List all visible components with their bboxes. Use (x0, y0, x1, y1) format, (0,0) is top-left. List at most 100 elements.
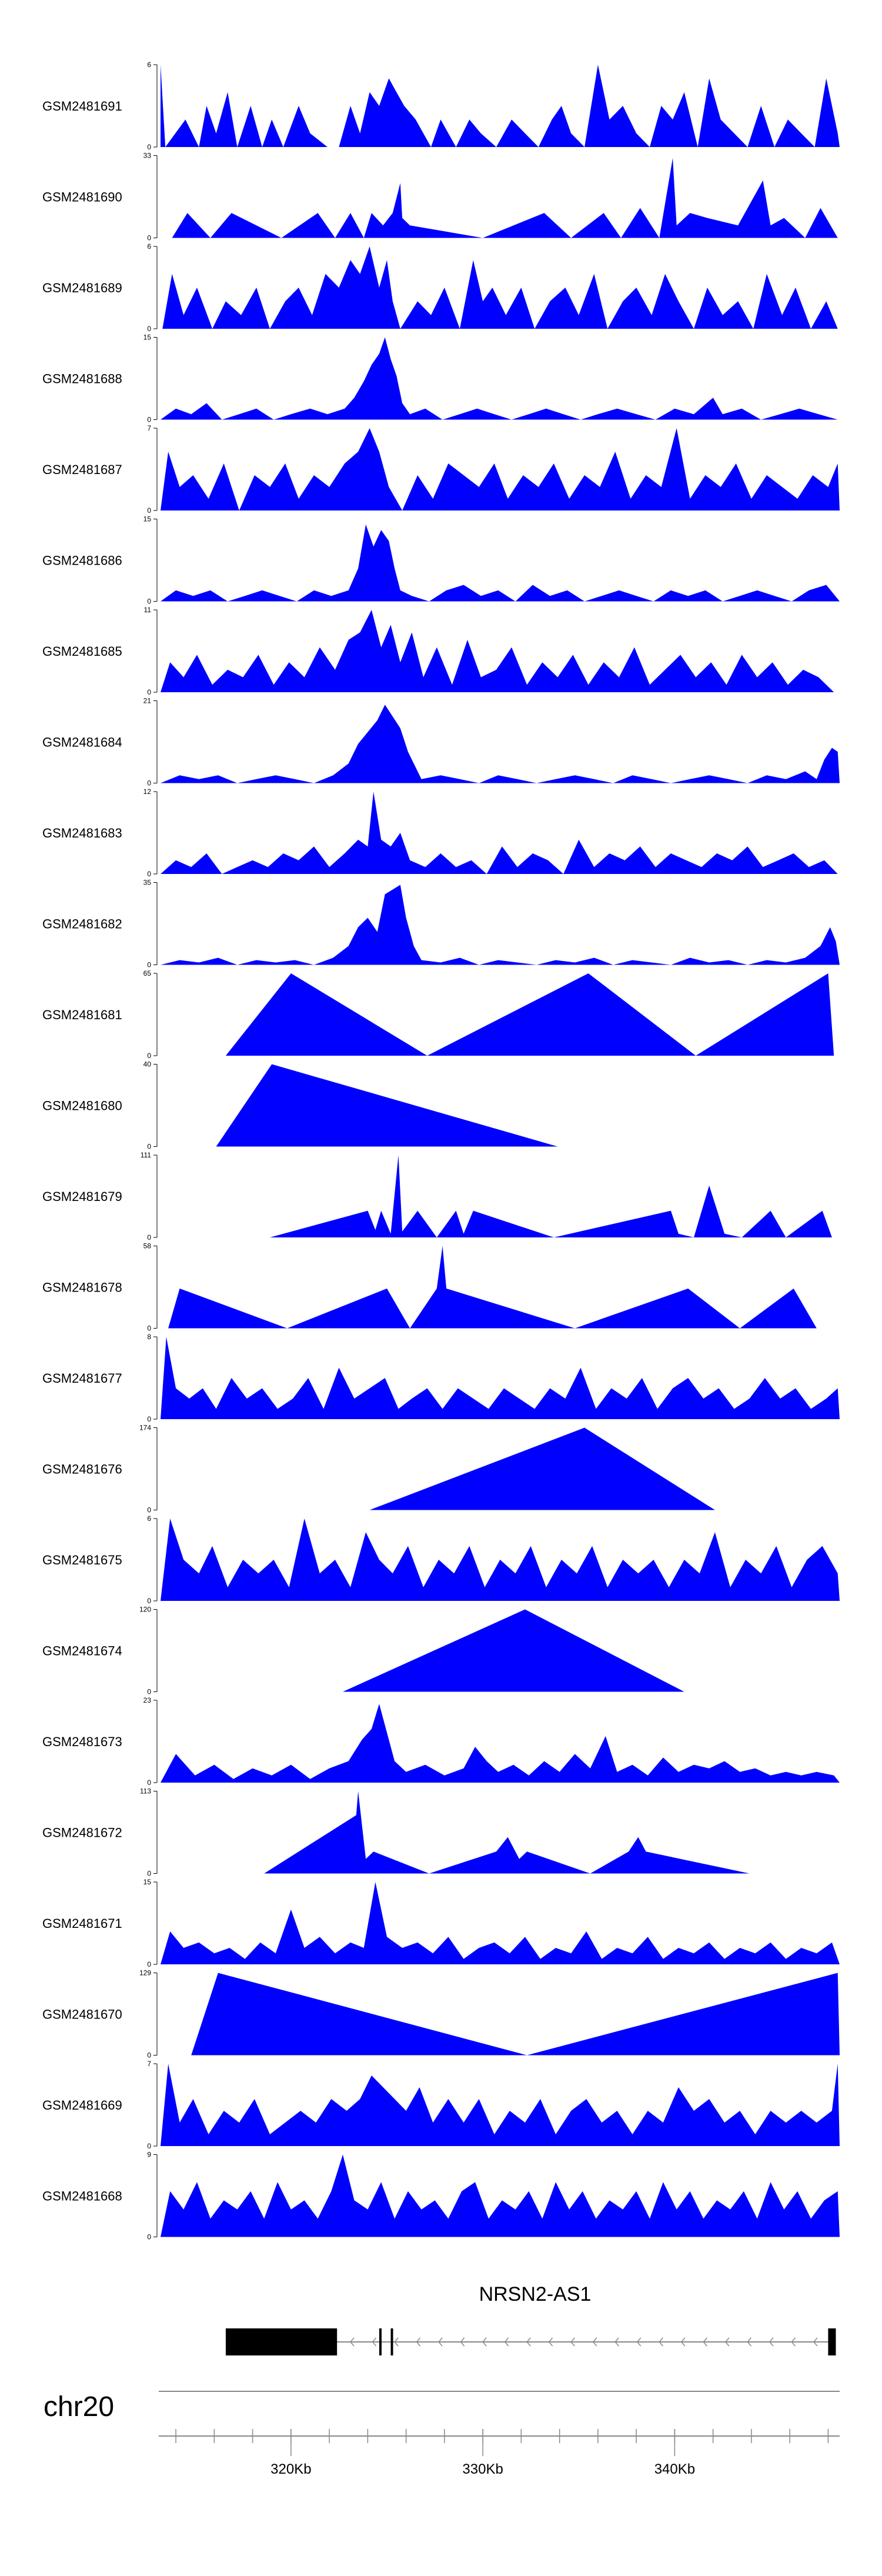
x-tick-label: 320Kb (270, 2461, 311, 2477)
track-label: GSM2481689 (42, 281, 122, 295)
track-label: GSM2481683 (42, 826, 122, 840)
coverage-area (216, 1064, 558, 1147)
track-label: GSM2481674 (42, 1644, 122, 1659)
track-label: GSM2481687 (42, 462, 122, 477)
y-tick-label-bottom: 0 (147, 416, 151, 424)
strand-arrow-icon (548, 2337, 553, 2347)
y-tick-label-bottom: 0 (147, 598, 151, 606)
y-tick-label-top: 40 (143, 1060, 152, 1069)
track-gsm2481678: GSM2481678 58 0 (42, 1242, 817, 1333)
track-label: GSM2481672 (42, 1826, 122, 1840)
track-gsm2481682: GSM2481682 35 0 (42, 879, 840, 969)
track-gsm2481671: GSM2481671 15 0 (42, 1878, 840, 1968)
coverage-area (343, 1609, 684, 1692)
y-tick-label-bottom: 0 (147, 2051, 151, 2060)
track-gsm2481668: GSM2481668 9 0 (42, 2151, 840, 2241)
track-gsm2481691: GSM2481691 6 0 (42, 61, 840, 151)
strand-arrow-icon (747, 2337, 751, 2347)
y-tick-label-bottom: 0 (147, 1233, 151, 1242)
track-gsm2481687: GSM2481687 7 0 (42, 424, 840, 515)
axis-ticks: 320Kb 330Kb 340Kb (175, 2429, 829, 2477)
gene-model (225, 2328, 836, 2355)
strand-arrow-icon (791, 2337, 796, 2347)
y-tick-label-bottom: 0 (147, 1960, 151, 1968)
y-tick-label-top: 65 (143, 969, 152, 977)
gene-name-label: NRSN2-AS1 (479, 2283, 592, 2305)
strand-arrow-icon (438, 2337, 443, 2347)
coverage-area (161, 1337, 840, 1419)
coverage-area (161, 2154, 840, 2237)
y-tick-label-bottom: 0 (147, 506, 151, 515)
strand-arrow-icon (659, 2337, 663, 2347)
y-tick-label-top: 21 (143, 697, 152, 705)
y-tick-label-bottom: 0 (147, 1052, 151, 1060)
y-tick-label-bottom: 0 (147, 1870, 151, 1878)
strand-arrow-icon (482, 2337, 487, 2347)
y-tick-label-top: 113 (140, 1787, 151, 1796)
y-tick-label-top: 23 (143, 1696, 152, 1704)
exon (225, 2328, 338, 2355)
coverage-area (172, 158, 838, 238)
y-tick-label-top: 15 (143, 515, 152, 523)
y-tick-label-bottom: 0 (147, 2142, 151, 2150)
strand-arrow-icon (636, 2337, 642, 2347)
strand-arrow-icon (350, 2337, 355, 2347)
track-label: GSM2481681 (42, 1007, 122, 1022)
strand-arrow-icon (372, 2337, 377, 2347)
track-gsm2481690: GSM2481690 33 0 (42, 152, 838, 242)
coverage-area (225, 973, 834, 1056)
coverage-area (161, 2064, 840, 2146)
track-label: GSM2481690 (42, 190, 122, 205)
track-gsm2481670: GSM2481670 129 0 (42, 1969, 840, 2060)
gene-annotation-track: NRSN2-AS1 (225, 2283, 836, 2355)
y-tick-label-top: 33 (143, 152, 152, 160)
strand-arrow-icon (570, 2337, 575, 2347)
y-tick-label-top: 6 (147, 242, 151, 251)
y-tick-label-top: 6 (147, 1514, 151, 1523)
y-tick-label-top: 12 (143, 788, 152, 796)
coverage-area (161, 792, 838, 874)
track-label: GSM2481688 (42, 372, 122, 386)
coverage-area (161, 885, 840, 965)
strand-arrow-icon (769, 2337, 774, 2347)
y-tick-label-top: 129 (139, 1969, 151, 1977)
strand-arrow-icon (614, 2337, 619, 2347)
y-tick-label-bottom: 0 (147, 1506, 151, 1514)
y-tick-label-top: 120 (139, 1606, 151, 1614)
y-tick-label-top: 8 (147, 1333, 151, 1341)
coverage-area (161, 65, 840, 147)
coverage-area (270, 1155, 832, 1237)
track-label: GSM2481691 (42, 99, 122, 114)
x-tick-label: 340Kb (654, 2461, 695, 2477)
track-gsm2481689: GSM2481689 6 0 (42, 242, 838, 333)
track-label: GSM2481675 (42, 1553, 122, 1567)
y-tick-label-bottom: 0 (147, 325, 151, 333)
y-tick-label-bottom: 0 (147, 961, 151, 969)
y-tick-label-bottom: 0 (147, 688, 151, 696)
genome-axis: chr20 320Kb 330Kb 340Kb (44, 2391, 840, 2477)
track-label: GSM2481678 (42, 1280, 122, 1295)
coverage-area (161, 1704, 840, 1783)
track-label: GSM2481676 (42, 1462, 122, 1477)
coverage-area (369, 1427, 715, 1510)
y-tick-label-top: 15 (143, 333, 152, 342)
track-label: GSM2481673 (42, 1734, 122, 1749)
y-tick-label-bottom: 0 (147, 1143, 151, 1151)
coverage-area (161, 705, 840, 783)
track-label: GSM2481685 (42, 644, 122, 659)
track-gsm2481686: GSM2481686 15 0 (42, 515, 840, 606)
strand-arrow-icon (592, 2337, 597, 2347)
strand-arrow-icon (416, 2337, 421, 2347)
y-tick-label-bottom: 0 (147, 1597, 151, 1605)
track-gsm2481676: GSM2481676 174 0 (42, 1424, 715, 1514)
track-gsm2481680: GSM2481680 40 0 (42, 1060, 558, 1151)
track-gsm2481688: GSM2481688 15 0 (42, 333, 838, 424)
track-label: GSM2481680 (42, 1099, 122, 1113)
y-tick-label-bottom: 0 (147, 1778, 151, 1787)
track-gsm2481673: GSM2481673 23 0 (42, 1696, 840, 1787)
track-gsm2481669: GSM2481669 7 0 (42, 2060, 840, 2150)
track-label: GSM2481682 (42, 917, 122, 932)
coverage-tracks: GSM248169160GSM2481690330GSM248168960GSM… (42, 61, 840, 2241)
track-label: GSM2481677 (42, 1371, 122, 1386)
